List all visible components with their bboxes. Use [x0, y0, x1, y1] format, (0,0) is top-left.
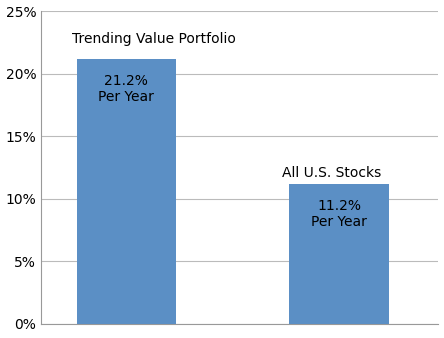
- Bar: [289, 184, 389, 324]
- Text: 11.2%
Per Year: 11.2% Per Year: [311, 199, 367, 229]
- Text: 21.2%
Per Year: 21.2% Per Year: [99, 74, 154, 104]
- Text: Trending Value Portfolio: Trending Value Portfolio: [72, 32, 236, 46]
- Text: All U.S. Stocks: All U.S. Stocks: [282, 166, 382, 180]
- Bar: [77, 58, 176, 324]
